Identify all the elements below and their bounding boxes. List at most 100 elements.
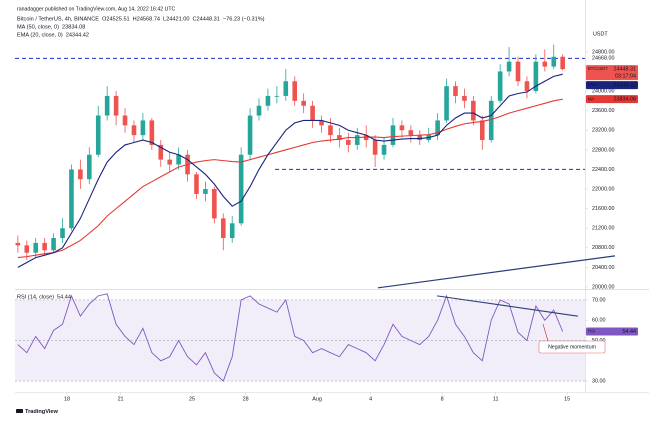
level-label: 22400.00: [592, 167, 614, 173]
candle-body: [122, 115, 128, 126]
candle-body: [435, 120, 440, 136]
candle-body: [319, 120, 324, 126]
x-tick-label: 25: [189, 396, 195, 402]
x-tick-label: 21: [118, 396, 124, 402]
y-tick-label: 23600.00: [592, 108, 614, 114]
candle-body: [524, 81, 530, 92]
legend-text: −76.23 (−0.31%): [223, 16, 265, 22]
x-tick-label: 4: [369, 396, 372, 402]
price-tag-value: 24344.42: [614, 83, 636, 89]
level-label: 24668.00: [592, 56, 614, 62]
price-tag: [586, 65, 638, 81]
candle-body: [256, 105, 262, 116]
candle-body: [104, 95, 110, 116]
annotation-arrow: [542, 323, 549, 342]
legend-text: H24568.74: [133, 16, 160, 22]
candle-body: [15, 242, 21, 246]
candle-body: [506, 61, 512, 72]
candle-body: [533, 61, 539, 92]
candle-body: [60, 228, 65, 239]
y-tick-label: 20000.00: [592, 284, 614, 290]
y-tick-label: 24800.00: [592, 49, 614, 55]
candle-body: [354, 135, 360, 145]
candle-body: [346, 140, 351, 145]
x-tick-label: 8: [441, 396, 444, 402]
candle-body: [238, 154, 244, 224]
candle-body: [560, 56, 565, 70]
candle-body: [274, 95, 280, 97]
countdown: 03:17:04: [615, 74, 636, 80]
candle-body: [497, 71, 503, 101]
price-tag: [586, 81, 638, 90]
candle-body: [51, 238, 56, 251]
candle-body: [551, 56, 557, 67]
logo-icon: [16, 409, 23, 413]
candle-body: [194, 174, 199, 194]
candle-body: [372, 140, 378, 155]
ma-line: [17, 98, 563, 259]
rsi-tick-label: 30.00: [592, 378, 606, 384]
y-tick-label: 22000.00: [592, 186, 614, 192]
x-tick-label: 18: [64, 396, 70, 402]
x-tick-label: 11: [493, 396, 499, 402]
candle-body: [301, 100, 306, 106]
candle-body: [444, 86, 449, 121]
candle-body: [265, 95, 271, 106]
price-tag-name: MA: [588, 96, 594, 101]
candle-body: [417, 135, 423, 141]
y-tick-label: 23200.00: [592, 128, 614, 134]
currency: USDT: [593, 31, 608, 37]
candle-body: [167, 159, 172, 165]
rsi-trendline: [437, 295, 578, 317]
candle-body: [229, 223, 235, 239]
price-tag-value: 24448.31: [614, 67, 636, 73]
candle-body: [292, 81, 298, 101]
y-tick-label: 22800.00: [592, 147, 614, 153]
candle-body: [462, 95, 467, 101]
y-tick-label: 24000.00: [592, 88, 614, 94]
legend-text: 24344.42: [66, 32, 89, 38]
candle-body: [220, 218, 226, 239]
candle-body: [283, 81, 289, 96]
price-tag-value: 23834.08: [614, 97, 636, 103]
candle-body: [488, 100, 494, 141]
y-tick-label: 20800.00: [592, 245, 614, 251]
ema-line: [17, 73, 563, 268]
x-tick-label: Aug: [312, 396, 322, 402]
candle-body: [381, 144, 387, 155]
rsi-tag: [586, 327, 638, 336]
candle-body: [203, 189, 208, 194]
level-tag: [586, 165, 632, 174]
rsi-tick-label: 70.00: [592, 297, 606, 303]
legend-text: 23834.08: [62, 24, 85, 30]
rsi-tag-name: RSI: [588, 329, 595, 334]
candle-body: [328, 125, 333, 136]
candle-body: [542, 61, 548, 67]
x-tick-label: 28: [243, 396, 249, 402]
candle-body: [453, 86, 458, 96]
candle-body: [113, 95, 119, 116]
price-tag-name: BTCUSDT: [588, 66, 608, 71]
legend-text: C24448.31: [193, 16, 220, 22]
candle-body: [247, 115, 253, 155]
rsi-tick-label: 60.00: [592, 318, 606, 324]
candle-body: [24, 245, 30, 253]
candle-body: [471, 100, 476, 121]
legend-text: RSI (14, close): [17, 294, 54, 300]
author-line: ranadagger published on TradingView.com,…: [17, 6, 175, 12]
candle-body: [42, 242, 47, 251]
candle-body: [95, 115, 101, 155]
candle-body: [33, 242, 39, 253]
price-tag-name: EMA: [588, 82, 597, 87]
rsi-tag-value: 54.44: [623, 329, 637, 335]
annotation-text: Negative momentum: [548, 345, 596, 351]
legend-text: 54.44: [57, 294, 71, 300]
candle-body: [337, 135, 342, 141]
candle-body: [515, 61, 521, 82]
legend-text: L24421.00: [163, 16, 189, 22]
legend-text: Bitcoin / TetherUS, 4h, BINANCE: [17, 16, 99, 22]
candle-body: [87, 154, 92, 180]
candle-body: [158, 144, 164, 160]
